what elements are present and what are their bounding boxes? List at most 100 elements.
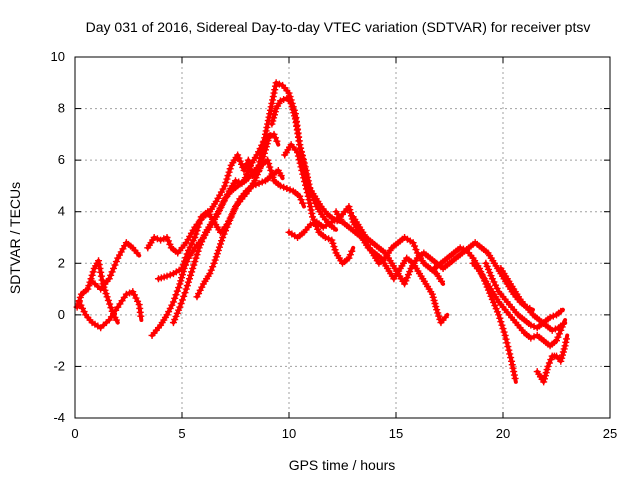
data-point bbox=[191, 258, 199, 266]
data-point bbox=[296, 192, 304, 200]
data-point bbox=[312, 199, 320, 207]
data-point bbox=[122, 290, 130, 298]
data-point bbox=[196, 286, 204, 294]
data-point bbox=[527, 321, 535, 329]
data-point bbox=[180, 292, 188, 300]
y-tick-label: 4 bbox=[58, 204, 65, 219]
data-point bbox=[195, 290, 203, 298]
data-point bbox=[559, 320, 567, 328]
data-point bbox=[296, 159, 304, 167]
data-point bbox=[189, 264, 197, 272]
data-point bbox=[267, 166, 275, 174]
data-point bbox=[193, 251, 201, 259]
data-point bbox=[193, 293, 201, 301]
data-point bbox=[268, 170, 276, 178]
data-point bbox=[437, 277, 445, 285]
data-point bbox=[182, 285, 190, 293]
data-point bbox=[306, 221, 314, 229]
data-point bbox=[490, 278, 498, 286]
data-point bbox=[188, 240, 196, 248]
data-point bbox=[171, 315, 179, 323]
data-point bbox=[554, 333, 562, 341]
data-point bbox=[409, 239, 417, 247]
x-tick-label: 10 bbox=[282, 426, 296, 441]
data-point bbox=[255, 167, 263, 175]
data-point bbox=[294, 148, 302, 156]
data-point bbox=[165, 308, 173, 316]
data-point bbox=[179, 261, 187, 269]
data-point bbox=[488, 275, 496, 283]
data-point bbox=[97, 268, 105, 276]
data-point bbox=[96, 264, 104, 272]
data-point bbox=[348, 247, 356, 255]
data-point bbox=[511, 374, 519, 382]
data-point bbox=[182, 254, 190, 262]
data-point bbox=[218, 201, 226, 209]
data-point bbox=[271, 86, 279, 94]
data-point bbox=[401, 280, 409, 288]
series-track-19 bbox=[497, 264, 568, 334]
data-point bbox=[562, 335, 570, 343]
data-point bbox=[510, 368, 518, 376]
data-point bbox=[199, 235, 207, 243]
series-line bbox=[471, 261, 568, 348]
data-point bbox=[88, 271, 96, 279]
data-point bbox=[491, 302, 499, 310]
data-point bbox=[547, 356, 555, 364]
data-point bbox=[270, 114, 278, 122]
data-point bbox=[176, 280, 184, 288]
data-point bbox=[216, 204, 224, 212]
data-point bbox=[296, 141, 304, 149]
data-point bbox=[195, 220, 203, 228]
series-line bbox=[145, 132, 272, 255]
data-point bbox=[223, 223, 231, 231]
data-point bbox=[192, 254, 200, 262]
data-point bbox=[261, 130, 269, 138]
series-track-6 bbox=[154, 166, 285, 283]
data-point bbox=[262, 127, 270, 135]
data-point bbox=[261, 134, 269, 142]
data-point bbox=[178, 296, 186, 304]
data-point bbox=[496, 314, 504, 322]
data-point bbox=[218, 237, 226, 245]
axes: 0 5 10 15 20 25 -4 -2 0 2 4 6 8 10 bbox=[51, 49, 618, 441]
data-point bbox=[432, 303, 440, 311]
data-point bbox=[559, 348, 567, 356]
data-point bbox=[256, 154, 264, 162]
data-point bbox=[303, 189, 311, 197]
data-point bbox=[561, 342, 569, 350]
data-point bbox=[157, 236, 165, 244]
data-point bbox=[176, 303, 184, 311]
data-point bbox=[184, 246, 192, 254]
series-track-8 bbox=[193, 156, 307, 301]
data-point bbox=[177, 300, 185, 308]
data-point bbox=[346, 251, 354, 259]
series-line bbox=[156, 168, 285, 281]
data-point bbox=[259, 141, 267, 149]
data-point bbox=[299, 199, 307, 207]
data-point bbox=[169, 319, 177, 327]
data-point bbox=[328, 236, 336, 244]
data-point bbox=[130, 291, 138, 299]
data-point bbox=[84, 285, 92, 293]
data-point bbox=[542, 369, 550, 377]
data-point bbox=[101, 286, 109, 294]
data-point bbox=[175, 306, 183, 314]
data-point bbox=[486, 269, 494, 277]
data-point bbox=[289, 106, 297, 114]
data-point bbox=[459, 245, 467, 253]
data-point bbox=[106, 300, 114, 308]
data-point bbox=[304, 192, 312, 200]
data-point bbox=[541, 372, 549, 380]
y-tick-label: -4 bbox=[53, 410, 65, 425]
data-point bbox=[273, 137, 281, 145]
data-point bbox=[429, 293, 437, 301]
data-point bbox=[331, 246, 339, 254]
data-point bbox=[244, 167, 252, 175]
data-point bbox=[504, 343, 512, 351]
data-point bbox=[226, 165, 234, 173]
data-point bbox=[173, 309, 181, 317]
plot-frame bbox=[74, 56, 611, 419]
data-point bbox=[301, 178, 309, 186]
data-point bbox=[97, 272, 105, 280]
